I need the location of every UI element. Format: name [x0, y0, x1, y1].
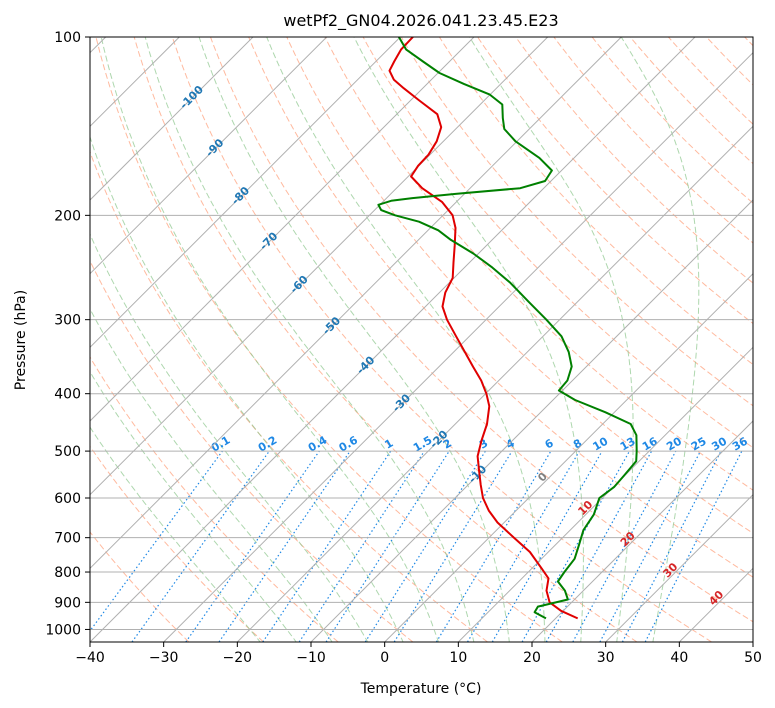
dry-adiabat — [400, 37, 753, 407]
y-tick-label: 700 — [54, 531, 81, 547]
dry-adiabat — [133, 37, 638, 642]
x-tick-label: 30 — [597, 650, 615, 666]
moist-adiabat — [90, 370, 297, 642]
isotherm-line — [90, 37, 254, 201]
isohume-line — [218, 450, 351, 642]
moist-adiabat — [198, 37, 510, 642]
isohume-line — [572, 450, 677, 642]
moist-adiabat — [90, 232, 369, 642]
x-tick-label: 40 — [670, 650, 688, 666]
dry-adiabat — [90, 259, 414, 642]
isohume-line — [466, 450, 580, 642]
y-tick-label: 600 — [54, 491, 81, 507]
moist-adiabat — [144, 37, 475, 642]
isotherm-line — [90, 37, 401, 349]
y-tick-label: 500 — [54, 444, 81, 460]
isotherm-line — [310, 199, 753, 642]
isotherm-line — [90, 37, 622, 570]
dry-adiabat — [515, 37, 753, 284]
x-tick-label: 0 — [380, 650, 389, 666]
moist-adiabat — [620, 37, 700, 642]
isohume-line — [185, 450, 320, 642]
isotherm-line — [384, 272, 753, 642]
x-tick-label: 20 — [523, 650, 541, 666]
dry-adiabat — [553, 37, 753, 244]
x-tick-label: −40 — [75, 650, 105, 666]
x-axis-label: Temperature (°C) — [360, 681, 482, 697]
moist-adiabat — [90, 135, 404, 642]
moist-adiabat — [266, 37, 546, 642]
isohume-line — [435, 450, 552, 642]
dry-adiabat — [248, 37, 753, 578]
isohume-line — [521, 450, 631, 642]
isohume-line — [364, 450, 486, 642]
isotherm-line — [163, 51, 753, 642]
dewpoint-profile — [377, 37, 638, 620]
isotherm-line — [531, 420, 753, 642]
isotherm-line — [90, 37, 696, 642]
y-axis-label: Pressure (hPa) — [13, 290, 29, 390]
dry-adiabat — [324, 37, 753, 491]
temperature-profile — [388, 37, 579, 620]
y-tick-label: 200 — [54, 208, 81, 224]
dry-adiabat — [286, 37, 753, 534]
dry-adiabat — [90, 531, 190, 642]
dry-adiabat — [210, 37, 753, 623]
dry-adiabat — [90, 356, 339, 642]
chart-title: wetPf2_GN04.2026.041.23.45.E23 — [283, 11, 558, 31]
x-tick-label: 50 — [744, 650, 762, 666]
y-tick-label: 900 — [54, 595, 81, 611]
isotherm-line — [90, 37, 549, 496]
dry-adiabat — [438, 37, 753, 366]
isotherm-line — [90, 37, 475, 422]
plot-frame — [89, 36, 754, 643]
y-tick-label: 100 — [54, 30, 81, 46]
x-tick-label: −10 — [296, 650, 326, 666]
x-tick-label: −20 — [223, 650, 253, 666]
dry-adiabat — [591, 37, 753, 204]
isotherm-line — [605, 493, 753, 642]
dry-adiabat — [90, 150, 488, 642]
dry-adiabat — [629, 37, 753, 165]
isohume-line — [393, 450, 513, 642]
isotherm-line — [457, 346, 753, 642]
x-tick-label: −30 — [149, 650, 179, 666]
moist-adiabat — [100, 37, 440, 642]
moist-adiabat — [469, 37, 634, 642]
moist-adiabat — [90, 426, 261, 642]
isotherm-line — [236, 125, 753, 642]
x-tick-label: 10 — [449, 650, 467, 666]
y-tick-label: 800 — [54, 565, 81, 581]
isotherm-line — [90, 37, 328, 275]
isohume-line — [325, 450, 450, 642]
y-tick-label: 400 — [54, 387, 81, 403]
dry-adiabat — [95, 37, 563, 642]
isohume-line — [491, 450, 603, 642]
dry-adiabat — [477, 37, 753, 325]
y-tick-label: 300 — [54, 313, 81, 329]
y-tick-label: 1000 — [45, 622, 81, 638]
axes: −40 −30 −20 −10 0 10 20 30 40 50 100 200 300 400 500 60… — [45, 30, 762, 666]
